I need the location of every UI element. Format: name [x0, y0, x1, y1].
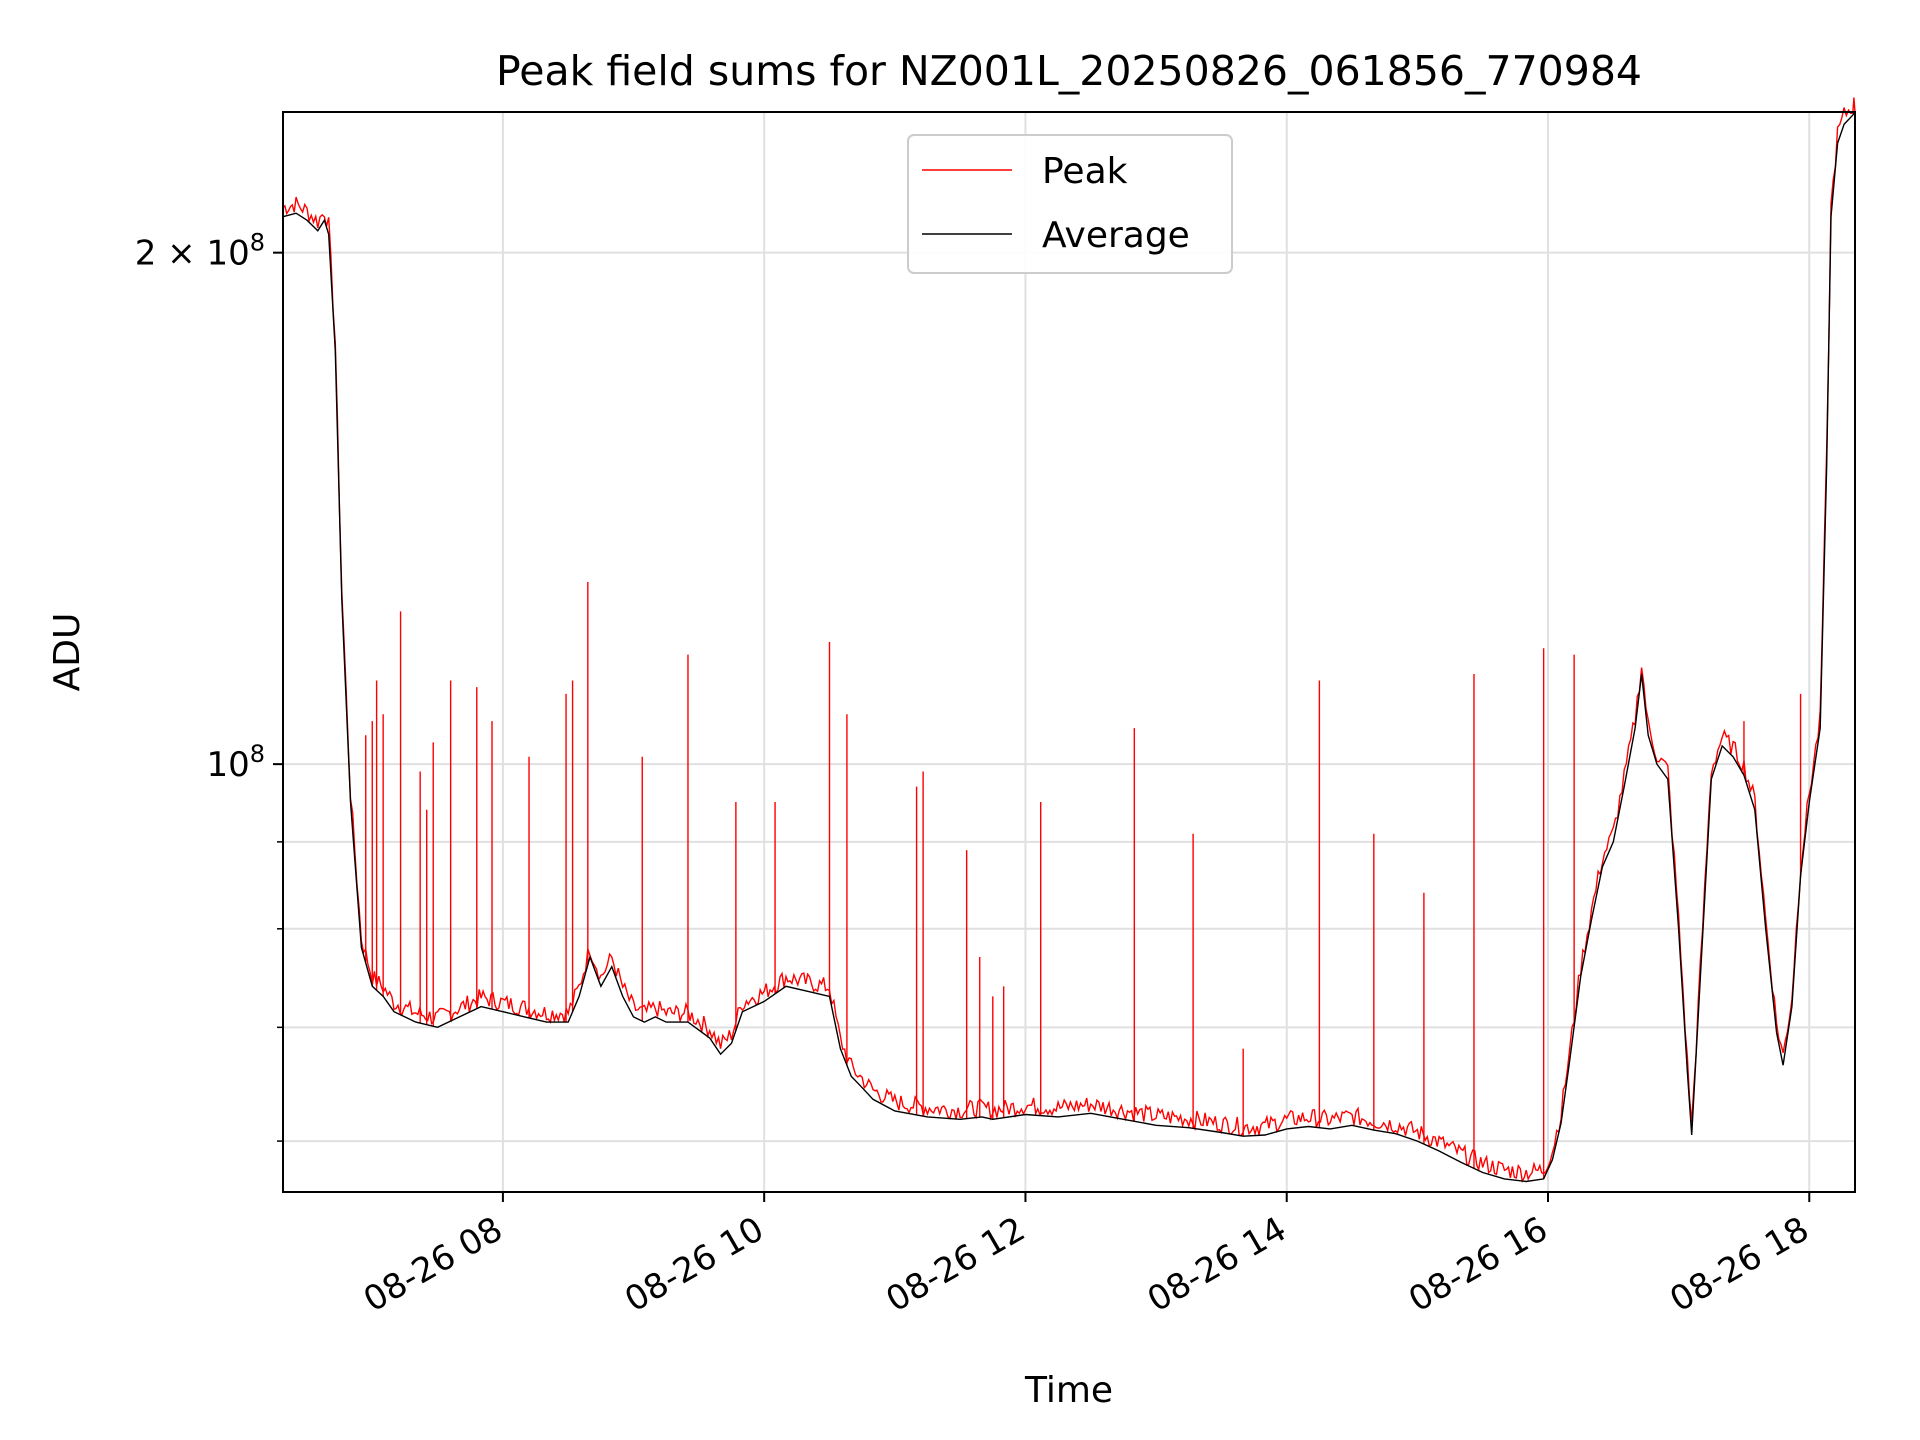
chart-title: Peak field sums for NZ001L_20250826_0618…: [496, 47, 1642, 95]
y-axis: 108 2 × 108: [135, 229, 283, 1142]
plot-frame: [282, 111, 1856, 1193]
peak-series-line: [282, 97, 1856, 1184]
y-axis-label: ADU: [47, 613, 88, 692]
plot-lines: [282, 97, 1856, 1184]
x-axis-label: Time: [1024, 1370, 1113, 1411]
legend-label-peak: Peak: [1042, 151, 1128, 192]
y-tick-label: 2 × 108: [135, 229, 265, 274]
y-tick-label: 108: [206, 740, 265, 785]
average-series-line: [282, 111, 1856, 1183]
legend-label-average: Average: [1042, 215, 1190, 256]
legend: Peak Average: [907, 134, 1233, 274]
gridlines: [283, 112, 1855, 1192]
